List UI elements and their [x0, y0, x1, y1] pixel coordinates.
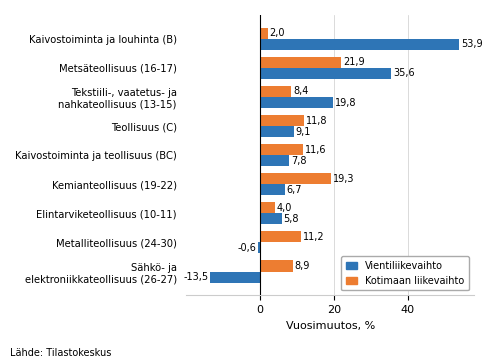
Bar: [260, 144, 303, 155]
Bar: [260, 97, 333, 108]
Legend: Vientiliikevaihto, Kotimaan liikevaihto: Vientiliikevaihto, Kotimaan liikevaihto: [341, 256, 469, 291]
Bar: [260, 86, 291, 97]
Bar: [260, 184, 285, 195]
Text: 9,1: 9,1: [296, 127, 311, 136]
Bar: [260, 213, 282, 224]
Text: 11,8: 11,8: [306, 116, 327, 126]
Text: 7,8: 7,8: [291, 156, 306, 166]
Bar: [260, 173, 331, 184]
Bar: [260, 231, 302, 242]
Bar: [211, 271, 260, 283]
Bar: [260, 28, 268, 39]
Bar: [260, 202, 275, 213]
Text: 11,6: 11,6: [305, 145, 326, 155]
Text: 11,2: 11,2: [303, 232, 325, 242]
Bar: [258, 242, 260, 253]
Text: 35,6: 35,6: [393, 68, 415, 78]
Text: -13,5: -13,5: [183, 272, 209, 282]
Bar: [260, 57, 341, 68]
Bar: [260, 155, 289, 166]
Text: Lähde: Tilastokeskus: Lähde: Tilastokeskus: [10, 348, 111, 359]
Bar: [260, 115, 304, 126]
Bar: [260, 39, 459, 50]
Text: 5,8: 5,8: [283, 214, 299, 224]
Text: -0,6: -0,6: [237, 243, 256, 253]
X-axis label: Vuosimuutos, %: Vuosimuutos, %: [285, 321, 375, 330]
Bar: [260, 126, 294, 137]
Text: 4,0: 4,0: [277, 203, 292, 213]
Text: 19,8: 19,8: [335, 98, 356, 108]
Text: 21,9: 21,9: [343, 57, 364, 67]
Bar: [260, 261, 293, 271]
Text: 53,9: 53,9: [461, 39, 482, 49]
Text: 8,4: 8,4: [293, 86, 309, 96]
Text: 8,9: 8,9: [295, 261, 310, 271]
Text: 6,7: 6,7: [287, 185, 302, 195]
Text: 2,0: 2,0: [269, 28, 285, 38]
Bar: [260, 68, 391, 79]
Text: 19,3: 19,3: [333, 174, 354, 184]
